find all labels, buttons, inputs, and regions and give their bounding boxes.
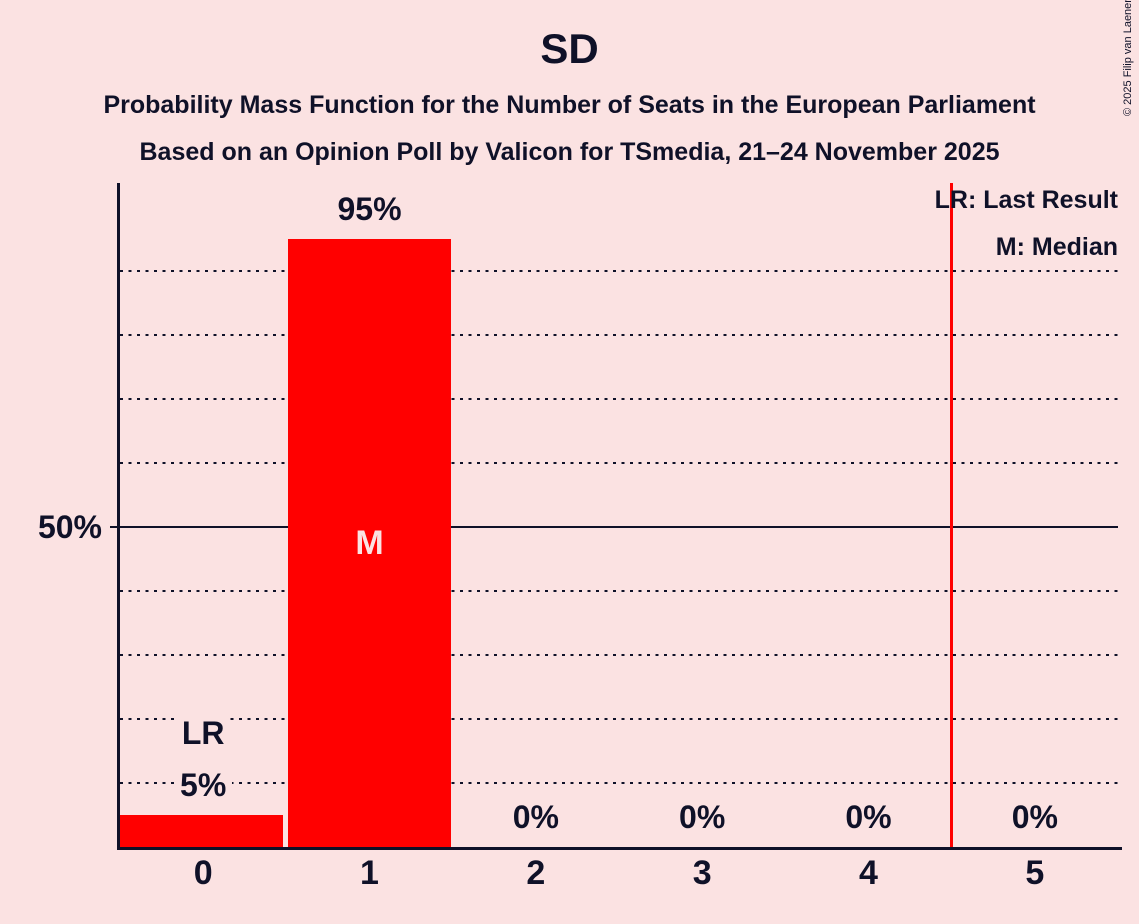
x-tick-label-2: 2 bbox=[526, 854, 546, 892]
legend-median: M: Median bbox=[995, 233, 1118, 261]
bar-value-label-3: 0% bbox=[619, 799, 785, 835]
last-result-text: LR bbox=[175, 715, 231, 751]
bar-value-text: 0% bbox=[673, 799, 732, 835]
x-tick-label-3: 3 bbox=[692, 854, 712, 892]
gridline-50-pct bbox=[110, 525, 1118, 529]
gridline-70-pct bbox=[120, 397, 1118, 401]
x-tick-label-4: 4 bbox=[859, 854, 878, 892]
chart-subtitle-line1: Probability Mass Function for the Number… bbox=[103, 91, 1036, 119]
gridline-80-pct bbox=[120, 333, 1118, 337]
plot-area: 5% LR 95% M 0% 0% 0% 0% 50% 0 1 2 3 4 5 LR: Last Res… bbox=[38, 183, 1122, 892]
bar-seats-0 bbox=[120, 815, 284, 847]
bar-value-label-5: 0% bbox=[952, 799, 1118, 835]
x-tick-label-1: 1 bbox=[360, 854, 379, 892]
gridline-90-pct bbox=[120, 269, 1118, 273]
gridline-40-pct bbox=[120, 589, 1118, 593]
legend-last-result: LR: Last Result bbox=[934, 186, 1118, 214]
bar-value-text: 0% bbox=[506, 799, 565, 835]
bar-value-text: 0% bbox=[839, 799, 898, 835]
bar-value-label-2: 0% bbox=[453, 799, 619, 835]
vertical-reference-line bbox=[950, 183, 953, 847]
gridline-20-pct bbox=[120, 717, 1118, 721]
bar-value-text: 5% bbox=[174, 767, 233, 803]
y-axis-tick-label: 50% bbox=[37, 509, 102, 545]
gridline-30-pct bbox=[120, 653, 1118, 657]
bar-value-label-4: 0% bbox=[785, 799, 951, 835]
chart-title: SD bbox=[540, 25, 599, 72]
x-axis-line bbox=[117, 847, 1122, 850]
x-tick-label-5: 5 bbox=[1025, 854, 1045, 892]
chart-subtitle-line2: Based on an Opinion Poll by Valicon for … bbox=[139, 138, 1000, 166]
x-tick-label-0: 0 bbox=[193, 854, 213, 892]
bar-value-text: 0% bbox=[1005, 799, 1064, 835]
copyright-notice: © 2025 Filip van Laenen bbox=[1122, 0, 1134, 116]
bar-value-label-0: 5% bbox=[120, 767, 286, 803]
y-axis-line bbox=[117, 183, 120, 850]
gridline-60-pct bbox=[120, 461, 1118, 465]
last-result-marker: LR bbox=[120, 715, 286, 751]
bar-value-text: 95% bbox=[331, 191, 408, 227]
gridline-10-pct bbox=[120, 781, 1118, 785]
chart-legend: LR: Last Result M: Median bbox=[935, 185, 1118, 263]
bar-seats-1 bbox=[288, 239, 451, 847]
median-marker: M bbox=[355, 523, 384, 562]
bar-value-label-1: 95% bbox=[286, 191, 452, 227]
